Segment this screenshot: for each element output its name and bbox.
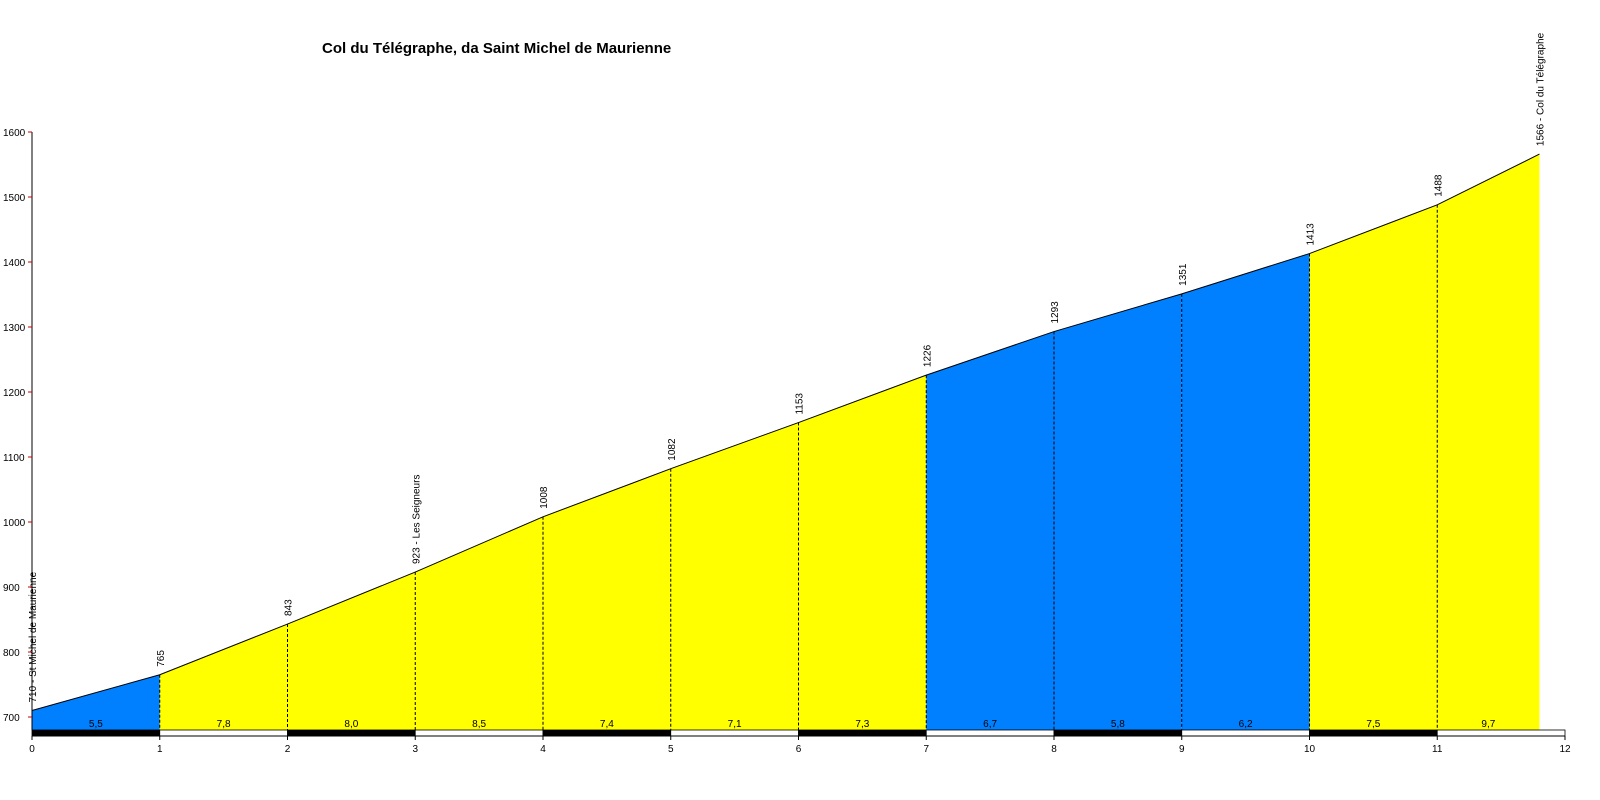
- altitude-label-7: 1226: [922, 344, 933, 367]
- x-tick-label-3: 3: [412, 744, 418, 755]
- altitude-labels: 710 - St Michel de Maurienne 765 843 923 - …: [28, 32, 1546, 702]
- gradient-label-4: 7,4: [600, 719, 614, 730]
- gradient-labels: 5,5 7,8 8,0 8,5 7,4 7,1 7,3 6,7 5,8 6,2 7,5 9,7: [89, 719, 1496, 730]
- gradient-label-5: 7,1: [728, 719, 742, 730]
- y-tick-label-3: 1000: [3, 518, 26, 529]
- profile-polyline: [31, 153, 1540, 711]
- x-tick-label-5: 5: [668, 744, 674, 755]
- segment-fill-7: [926, 331, 1054, 730]
- segment-fill-8: [1054, 293, 1182, 730]
- gradient-label-7: 6,7: [983, 719, 997, 730]
- x-tick-label-8: 8: [1051, 744, 1057, 755]
- segment-fills: [32, 154, 1540, 731]
- scale-bar-km-2: [287, 729, 416, 737]
- scale-bar-km-3: [414, 729, 544, 737]
- scale-bar-km-0: [31, 729, 161, 737]
- altitude-label-10: 1413: [1306, 223, 1317, 246]
- scale-bar-km-7: [925, 729, 1055, 737]
- segment-fill-10: [1309, 204, 1438, 731]
- y-tick-label-0: 700: [3, 713, 20, 724]
- km-divider-lines: [159, 204, 1438, 730]
- y-tick-label-7: 1400: [3, 258, 26, 269]
- segment-fill-4: [543, 468, 671, 730]
- scale-bar-km-5: [670, 729, 799, 737]
- altitude-label-3: 923 - Les Seigneurs: [411, 475, 422, 565]
- x-tick-label-7: 7: [923, 744, 929, 755]
- y-tick-label-2: 900: [3, 583, 20, 594]
- x-tick-label-0: 0: [29, 744, 35, 755]
- segment-fill-1: [159, 624, 288, 730]
- altitude-label-8: 1293: [1050, 301, 1061, 324]
- gradient-label-6: 7,3: [855, 719, 869, 730]
- gradient-label-0: 5,5: [89, 719, 103, 730]
- segment-fill-5: [670, 422, 799, 730]
- segment-fill-6: [798, 375, 927, 730]
- altitude-label-4: 1008: [539, 486, 550, 509]
- y-tick-label-5: 1200: [3, 388, 26, 399]
- segment-fill-11: [1437, 154, 1540, 731]
- scale-bar-km-6: [798, 729, 927, 737]
- altitude-label-9: 1351: [1178, 263, 1189, 286]
- x-tick-label-2: 2: [285, 744, 291, 755]
- altitude-label-0: 710 - St Michel de Maurienne: [28, 571, 39, 702]
- gradient-label-2: 8,0: [344, 719, 358, 730]
- gradient-label-3: 8,5: [472, 719, 486, 730]
- scale-bar-km-9: [1181, 729, 1310, 737]
- x-tick-label-12: 12: [1559, 744, 1571, 755]
- x-tick-label-9: 9: [1179, 744, 1185, 755]
- y-tick-label-4: 1100: [3, 453, 25, 464]
- segment-fill-2: [287, 572, 416, 730]
- chart-title: Col du Télégraphe, da Saint Michel de Ma…: [322, 40, 672, 57]
- scale-bar-km-10: [1309, 729, 1438, 737]
- scale-bar-km-8: [1053, 729, 1183, 737]
- x-tick-label-11: 11: [1432, 744, 1443, 755]
- y-tick-label-6: 1300: [3, 323, 26, 334]
- scale-bar-km-11: [1436, 729, 1566, 737]
- gradient-label-11: 9,7: [1481, 719, 1495, 730]
- y-tick-label-9: 1600: [3, 128, 26, 139]
- gradient-label-8: 5,8: [1111, 719, 1125, 730]
- x-tick-label-1: 1: [157, 744, 163, 755]
- gradient-label-10: 7,5: [1366, 719, 1380, 730]
- segment-fill-9: [1181, 253, 1310, 731]
- y-tick-label-8: 1500: [3, 193, 26, 204]
- km-scale-bar: [31, 729, 1566, 737]
- gradient-label-1: 7,8: [217, 719, 231, 730]
- profile-line: [31, 153, 1540, 711]
- x-tick-label-4: 4: [540, 744, 546, 755]
- altitude-label-12: 1566 - Col du Télégraphe: [1535, 32, 1546, 146]
- segment-fill-0: [32, 674, 160, 730]
- altitude-label-1: 765: [156, 650, 167, 667]
- gradient-label-9: 6,2: [1239, 719, 1253, 730]
- altitude-label-2: 843: [284, 599, 295, 616]
- segment-fill-3: [415, 516, 543, 730]
- scale-bar-km-1: [159, 729, 288, 737]
- scale-bar-km-4: [542, 729, 672, 737]
- altitude-label-6: 1153: [795, 393, 806, 415]
- y-tick-label-1: 800: [3, 648, 20, 659]
- x-tick-label-6: 6: [796, 744, 802, 755]
- altitude-label-11: 1488: [1433, 174, 1444, 197]
- x-tick-label-10: 10: [1304, 744, 1316, 755]
- altitude-label-5: 1082: [667, 438, 678, 461]
